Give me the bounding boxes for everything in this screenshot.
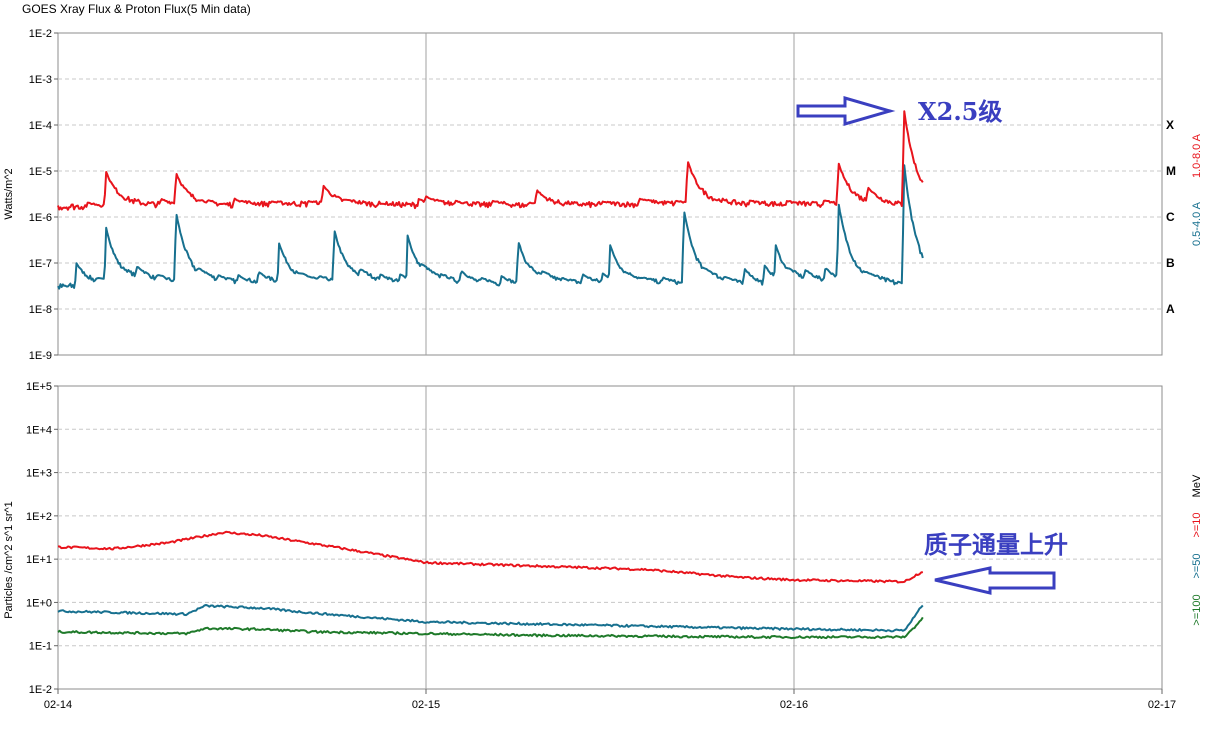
- proton-y-tick-label: 1E+3: [26, 468, 52, 480]
- flare-class-label: A: [1166, 302, 1175, 316]
- proton-x-ticks: 02-14 02-15 02-16 02-17: [44, 689, 1176, 711]
- proton-y-tick-label: 1E+5: [26, 381, 52, 393]
- xray-plot-frame: [57, 32, 1163, 356]
- x-tick-label: 02-15: [412, 699, 440, 711]
- legend-short-wavelength: 0.5-4.0 A: [1191, 201, 1203, 246]
- proton-y-tick-label: 1E+2: [26, 511, 52, 523]
- proton-y-tick-label: 1E+1: [26, 554, 52, 566]
- proton-y-ticks: 1E+5 1E+4 1E+3 1E+2 1E+1 1E+0 1E-1 1E-2: [26, 381, 58, 696]
- xray-flare-classes: X M C B A: [1166, 118, 1176, 316]
- x-tick-label: 02-14: [44, 699, 72, 711]
- proton-arrow-icon: [934, 566, 1056, 595]
- x-tick-label: 02-16: [780, 699, 808, 711]
- proton-series-line-0: [57, 530, 924, 584]
- flare-class-label: M: [1166, 164, 1176, 178]
- proton-series: [57, 530, 924, 640]
- flare-class-label: X: [1166, 118, 1174, 132]
- x-tick-label: 02-17: [1148, 699, 1176, 711]
- proton-y-tick-label: 1E-2: [29, 684, 52, 696]
- xray-annotation: X2.5级: [796, 96, 1002, 126]
- proton-plot-frame: [57, 385, 1163, 690]
- xray-y-tick-label: 1E-2: [29, 28, 52, 40]
- xray-arrow-icon: [796, 96, 896, 126]
- xray-grid: [58, 33, 1162, 355]
- xray-y-axis-label: Watts/m^2: [3, 168, 15, 219]
- xray-y-tick-label: 1E-9: [29, 350, 52, 362]
- proton-annotation-text: 质子通量上升: [924, 530, 1068, 559]
- xray-annotation-text: X2.5级: [918, 97, 1002, 126]
- flare-class-label: C: [1166, 210, 1175, 224]
- xray-y-tick-label: 1E-5: [29, 166, 52, 178]
- legend-ge10: >=10: [1191, 512, 1203, 537]
- proton-series-line-1: [57, 604, 924, 633]
- xray-series: [57, 110, 924, 290]
- proton-annotation: 质子通量上升: [924, 530, 1068, 595]
- proton-y-tick-label: 1E+0: [26, 597, 52, 609]
- xray-panel: 1E-2 1E-3 1E-4 1E-5 1E-6 1E-7 1E-8 1E-9 X M C B A W…: [3, 28, 1203, 362]
- legend-ge100: >=100: [1191, 594, 1203, 625]
- xray-y-ticks: 1E-2 1E-3 1E-4 1E-5 1E-6 1E-7 1E-8 1E-9: [29, 28, 58, 362]
- proton-y-axis-label: Particles /cm^2 s^1 sr^1: [3, 501, 15, 619]
- proton-y-tick-label: 1E-1: [29, 641, 52, 653]
- proton-series-line-2: [57, 616, 924, 640]
- xray-y-tick-label: 1E-4: [29, 120, 52, 132]
- xray-y-tick-label: 1E-8: [29, 304, 52, 316]
- xray-series-line-long: [57, 110, 924, 211]
- proton-panel: 1E+51E+41E+31E+21E+11E+01E-11E-2 02-14 02…: [3, 381, 1203, 711]
- legend-units: MeV: [1191, 474, 1203, 497]
- xray-y-tick-label: 1E-6: [29, 212, 52, 224]
- xray-series-line-short: [57, 164, 924, 290]
- xray-y-tick-label: 1E-7: [29, 258, 52, 270]
- proton-y-tick-label: 1E+4: [26, 424, 52, 436]
- chart-title: GOES Xray Flux & Proton Flux(5 Min data): [22, 2, 251, 16]
- xray-y-tick-label: 1E-3: [29, 74, 52, 86]
- proton-grid: [58, 386, 1162, 689]
- legend-long-wavelength: 1.0-8.0 A: [1191, 133, 1203, 178]
- flare-class-label: B: [1166, 256, 1175, 270]
- legend-ge50: >=50: [1191, 553, 1203, 578]
